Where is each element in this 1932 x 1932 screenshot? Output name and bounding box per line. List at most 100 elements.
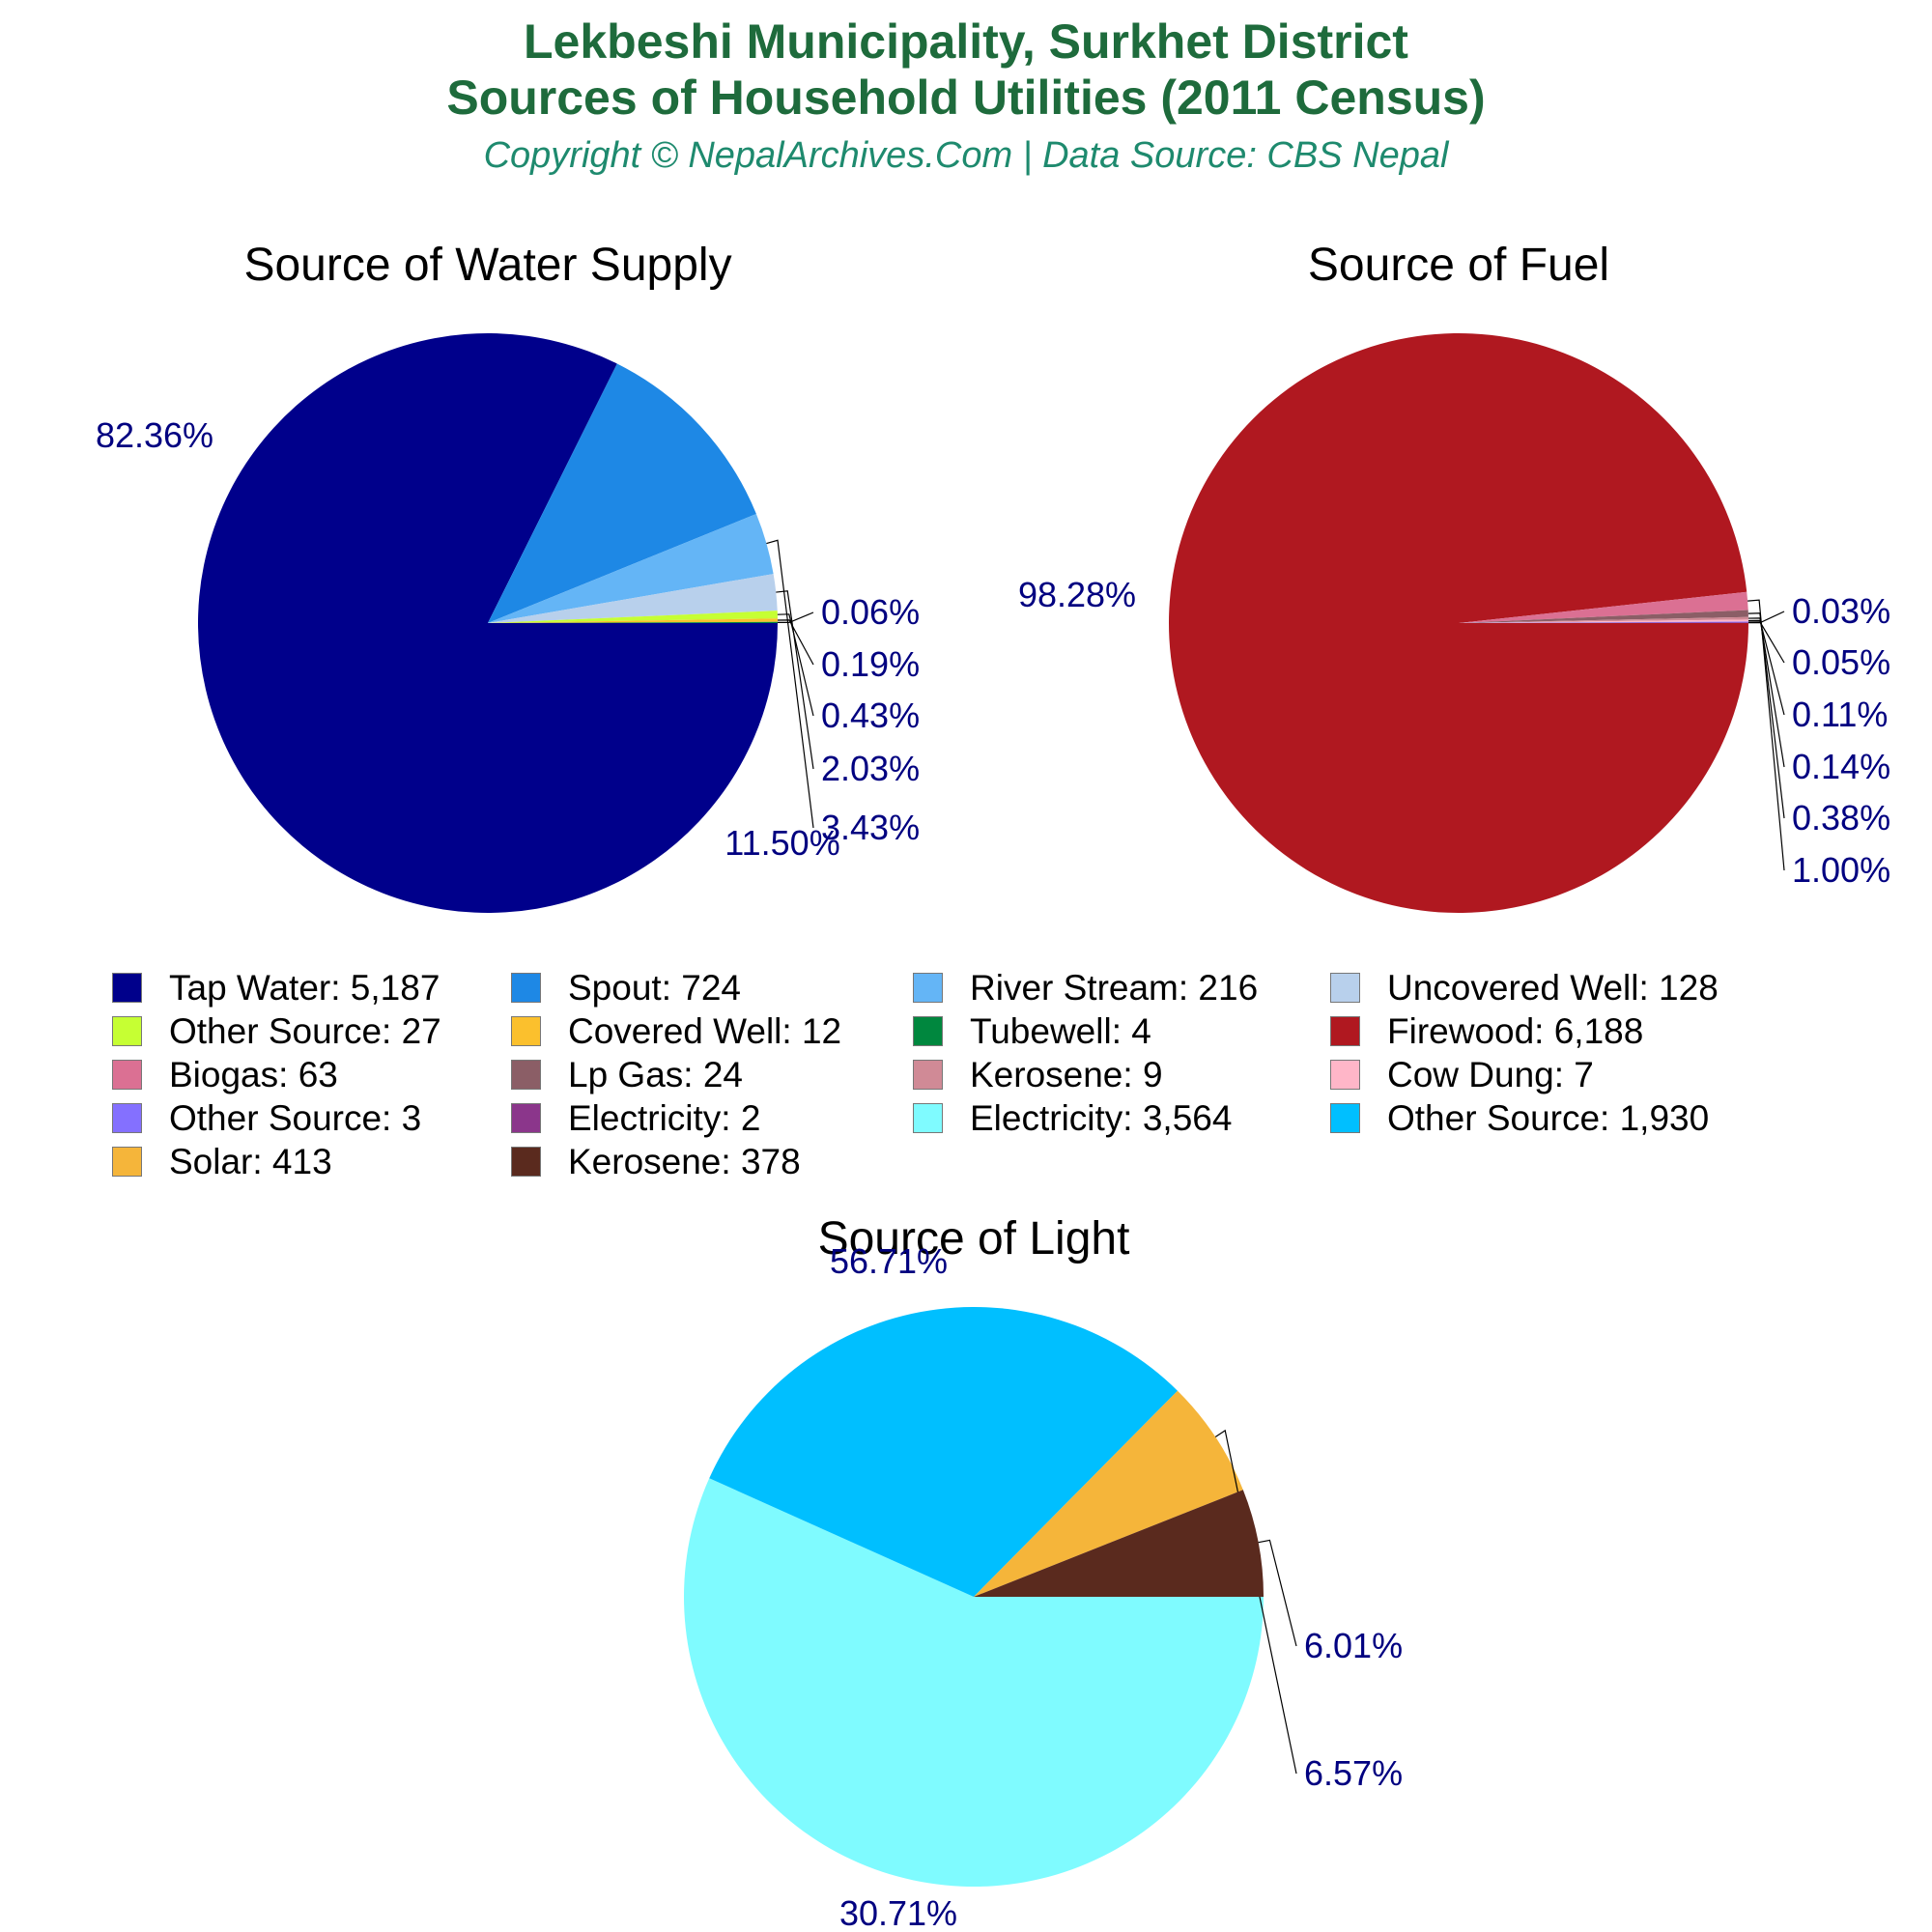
- legend-label: Spout: 724: [568, 967, 741, 1008]
- legend-item: Electricity: 2: [511, 1096, 913, 1140]
- legend-swatch: [511, 1103, 541, 1133]
- legend-label: Other Source: 27: [169, 1010, 441, 1051]
- legend-item: Firewood: 6,188: [1330, 1009, 1833, 1053]
- leader-line: [1747, 617, 1785, 768]
- percent-label: 0.43%: [821, 696, 920, 735]
- legend-label: Cow Dung: 7: [1387, 1054, 1594, 1094]
- legend-label: Electricity: 3,564: [970, 1097, 1233, 1138]
- pie-slice-solar: [974, 1390, 1243, 1597]
- percent-label: 0.14%: [1792, 747, 1890, 786]
- legend-swatch: [112, 1016, 142, 1046]
- legend-item: Cow Dung: 7: [1330, 1053, 1833, 1096]
- legend-swatch: [511, 1060, 541, 1090]
- percent-label: 30.71%: [839, 1893, 957, 1932]
- pie-slice-electricity: [1459, 622, 1748, 623]
- legend-item: Electricity: 3,564: [913, 1096, 1330, 1140]
- legend-label: Uncovered Well: 128: [1387, 967, 1719, 1008]
- pie-slice-other-source: [709, 1307, 1178, 1597]
- percent-label: 0.19%: [821, 644, 920, 684]
- pie-title: Source of Water Supply: [243, 240, 731, 291]
- chart-header: Lekbeshi Municipality, Surkhet District …: [0, 14, 1932, 180]
- pie-slice-other-source: [1459, 621, 1748, 623]
- percent-label: 6.01%: [1304, 1626, 1403, 1665]
- legend-swatch: [112, 973, 142, 1003]
- percent-label: 0.03%: [1792, 591, 1890, 631]
- legend-label: Other Source: 3: [169, 1097, 422, 1138]
- legend-item: Uncovered Well: 128: [1330, 966, 1833, 1009]
- percent-label: 2.03%: [821, 749, 920, 788]
- legend-item: Covered Well: 12: [511, 1009, 913, 1053]
- legend-swatch: [112, 1060, 142, 1090]
- leader-line: [766, 539, 814, 829]
- leader-line: [1747, 619, 1785, 716]
- percent-label: 6.57%: [1304, 1753, 1403, 1793]
- legend-label: Kerosene: 9: [970, 1054, 1163, 1094]
- leader-line: [777, 619, 814, 666]
- copyright-subtitle: Copyright © NepalArchives.Com | Data Sou…: [483, 135, 1449, 176]
- legend-label: Tap Water: 5,187: [169, 967, 440, 1008]
- legend-swatch: [913, 1060, 943, 1090]
- pie-slice-cow-dung: [1459, 619, 1748, 623]
- percent-label: 82.36%: [96, 415, 213, 455]
- percent-label: 0.06%: [821, 592, 920, 632]
- legend-swatch: [913, 973, 943, 1003]
- legend-label: Lp Gas: 24: [568, 1054, 744, 1094]
- legend-item: Tap Water: 5,187: [112, 966, 511, 1009]
- legend-swatch: [511, 1147, 541, 1177]
- leader-line: [1258, 1539, 1297, 1647]
- legend-item: Other Source: 1,930: [1330, 1096, 1833, 1140]
- legend-label: Electricity: 2: [568, 1097, 761, 1138]
- legend-label: Firewood: 6,188: [1387, 1010, 1644, 1051]
- legend-item: Spout: 724: [511, 966, 913, 1009]
- pie-slice-kerosene: [1459, 616, 1748, 623]
- leader-line: [1747, 621, 1785, 664]
- legend-item: Kerosene: 378: [511, 1140, 913, 1183]
- pie-chart-source-of-water-supply: Source of Water Supply 82.36% 11.50%3.43% 2…: [96, 240, 920, 914]
- legend-item: Kerosene: 9: [913, 1053, 1330, 1096]
- main-title-line-2: Sources of Household Utilities (2011 Cen…: [446, 71, 1486, 125]
- legend-label: Other Source: 1,930: [1387, 1097, 1710, 1138]
- percent-label: 1.00%: [1792, 850, 1890, 890]
- legend-item: Tubewell: 4: [913, 1009, 1330, 1053]
- pie-slice-covered-well: [488, 618, 778, 623]
- leader-line: [1747, 612, 1785, 819]
- pie-slice-spout: [488, 363, 756, 623]
- legend-item: Other Source: 3: [112, 1096, 511, 1140]
- legend-swatch: [1330, 1060, 1360, 1090]
- leader-line: [776, 590, 814, 770]
- leader-line: [1747, 611, 1785, 624]
- pie-slice-lp-gas: [1459, 610, 1748, 623]
- legend-swatch: [1330, 1103, 1360, 1133]
- pie-slice-uncovered-well: [488, 574, 778, 623]
- percent-label: 0.38%: [1792, 798, 1890, 838]
- percent-label: 11.50%: [724, 823, 839, 863]
- pie-slice-river-stream: [488, 514, 774, 623]
- leader-line: [777, 611, 814, 624]
- legend-swatch: [913, 1016, 943, 1046]
- legend-swatch: [112, 1147, 142, 1177]
- legend-item: Other Source: 27: [112, 1009, 511, 1053]
- pie-chart-source-of-fuel: Source of Fuel 98.28% 1.00% 0.38% 0.14% 0.11%…: [1018, 240, 1890, 913]
- pie-title: Source of Light: [818, 1213, 1130, 1264]
- percent-label: 98.28%: [1018, 575, 1136, 614]
- legend-item: River Stream: 216: [913, 966, 1330, 1009]
- main-title-line-1: Lekbeshi Municipality, Surkhet District: [524, 14, 1408, 69]
- leader-line: [1214, 1429, 1297, 1775]
- percent-label: 3.43%: [821, 808, 920, 847]
- legend-swatch: [112, 1103, 142, 1133]
- legend-label: River Stream: 216: [970, 967, 1259, 1008]
- legend: Tap Water: 5,187 Spout: 724 River Stream: …: [112, 966, 1870, 1183]
- pie-slice-kerosene: [974, 1490, 1264, 1597]
- percent-label: 0.05%: [1792, 642, 1890, 682]
- pie-title: Source of Fuel: [1308, 240, 1609, 291]
- legend-label: Kerosene: 378: [568, 1141, 801, 1181]
- pie-slice-tap-water: [197, 333, 778, 914]
- legend-swatch: [511, 973, 541, 1003]
- legend-label: Solar: 413: [169, 1141, 332, 1181]
- legend-swatch: [1330, 973, 1360, 1003]
- leader-line: [1747, 599, 1785, 871]
- leader-line: [777, 613, 814, 717]
- pie-slice-other-source: [488, 611, 778, 623]
